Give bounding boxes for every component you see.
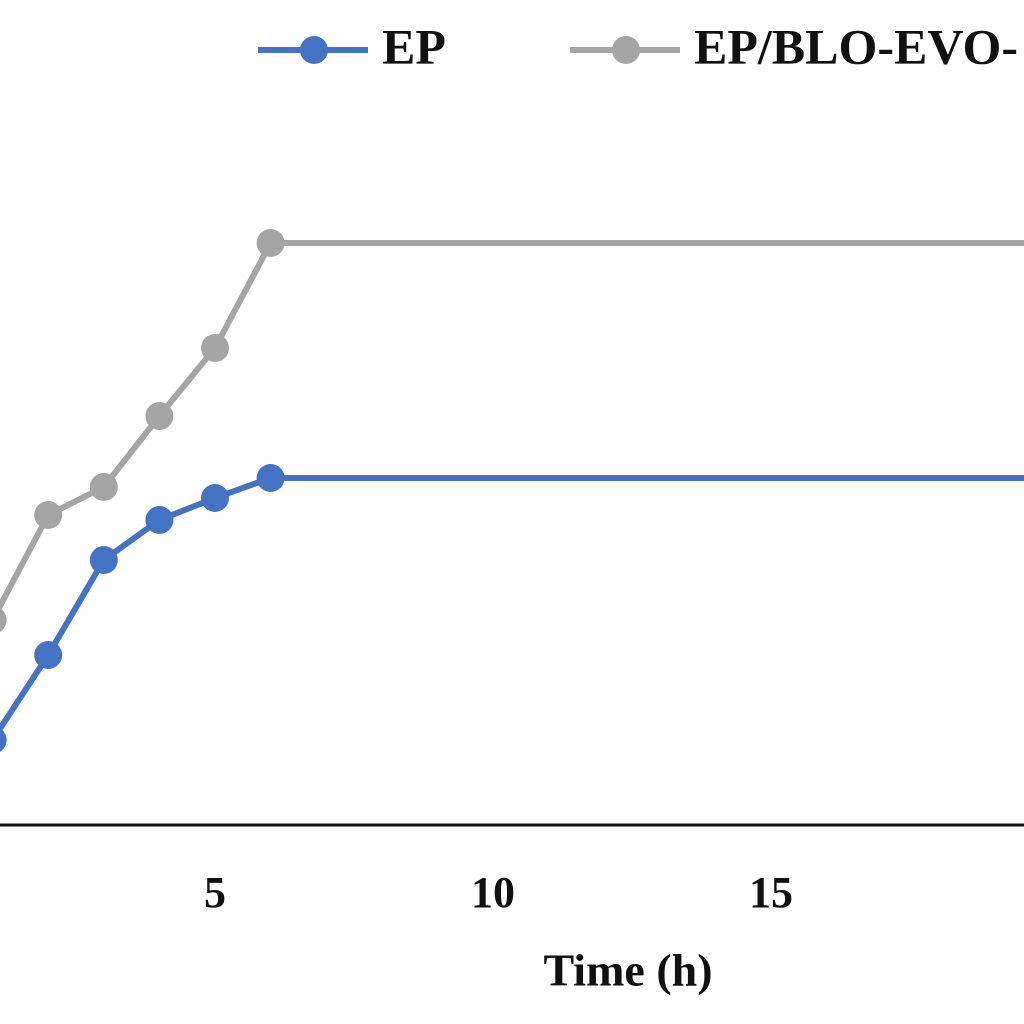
legend-text: EP — [382, 18, 446, 74]
legend-marker — [612, 36, 640, 64]
data-point — [145, 506, 174, 534]
data-point — [0, 728, 7, 752]
x-axis-title: Time (h) — [543, 945, 712, 996]
data-point — [34, 501, 63, 529]
data-point — [256, 464, 285, 492]
x-tick-label: 5 — [204, 868, 226, 917]
data-point — [0, 608, 7, 632]
legend-marker — [300, 36, 328, 64]
data-point — [145, 402, 174, 430]
data-point — [89, 546, 118, 574]
data-point — [89, 473, 118, 501]
data-point — [201, 484, 229, 512]
x-tick-label: 15 — [749, 868, 793, 917]
data-point — [201, 334, 229, 362]
data-point — [34, 641, 63, 669]
data-point — [256, 229, 285, 257]
x-tick-label: 10 — [471, 868, 515, 917]
legend-text: EP/BLO-EVO- — [694, 18, 1018, 74]
